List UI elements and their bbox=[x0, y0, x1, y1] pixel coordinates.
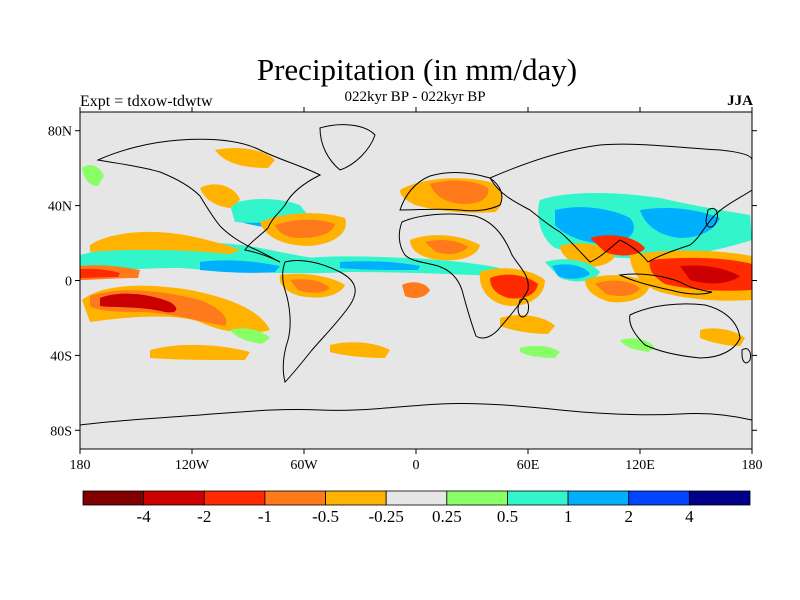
colorbar-swatch bbox=[688, 490, 751, 506]
anomaly-east-africa-dry2 bbox=[490, 274, 538, 299]
coast-africa bbox=[398, 213, 529, 339]
anomaly-canada-dry bbox=[215, 148, 275, 168]
lat-tick-label: 80N bbox=[48, 125, 72, 140]
anomaly-indian-ocean-wet2 bbox=[552, 264, 590, 279]
colorbar-label: -2 bbox=[197, 507, 211, 526]
coast-greenland bbox=[319, 124, 376, 171]
colorbar-label: 1 bbox=[564, 507, 573, 526]
anomaly-south-pacific-dry4 bbox=[150, 344, 250, 360]
coast-north-america bbox=[96, 138, 322, 263]
lat-tick-label: 40S bbox=[50, 349, 72, 364]
colorbar-label: -4 bbox=[137, 507, 152, 526]
coast-south-america bbox=[282, 259, 356, 383]
anomaly-green-fringe-2 bbox=[82, 165, 104, 186]
colorbar-label: -0.25 bbox=[368, 507, 403, 526]
anomaly-south-atlantic-dry bbox=[330, 342, 390, 358]
lon-tick-label: 60W bbox=[290, 458, 318, 473]
axis-ticks: 80N 40N 0 40S 80S 180 120W 60W 0 60E 120E 180 bbox=[48, 107, 763, 473]
coast-australia bbox=[629, 303, 741, 359]
anomaly-pacific-itcz-dry2 bbox=[80, 268, 120, 278]
anomaly-bay-bengal-dry bbox=[590, 235, 645, 256]
lon-tick-label: 0 bbox=[413, 458, 420, 473]
anomaly-amazon-dry2 bbox=[290, 279, 330, 293]
anomaly-north-pacific-dry bbox=[90, 231, 240, 254]
coast-europe bbox=[399, 171, 503, 212]
anomaly-asia-wet2 bbox=[555, 207, 634, 244]
coast-madagascar bbox=[517, 298, 529, 318]
colorbar-swatch bbox=[143, 490, 205, 506]
chart-subtitle: 022kyr BP - 022kyr BP bbox=[344, 89, 486, 105]
colorbar-label: -1 bbox=[258, 507, 272, 526]
experiment-label: Expt = tdxow-tdwtw bbox=[80, 93, 213, 110]
colorbar-swatch bbox=[567, 490, 630, 506]
colorbar-swatch bbox=[628, 490, 690, 506]
anomaly-south-pacific-dry3 bbox=[100, 293, 177, 313]
anomaly-atlantic-itcz-wet2 bbox=[340, 261, 420, 270]
anomaly-usa-dry bbox=[200, 184, 240, 208]
anomaly-green-fringe-1 bbox=[230, 328, 270, 344]
lon-tick-label: 120W bbox=[175, 458, 210, 473]
anomaly-asia-wet3 bbox=[640, 207, 720, 238]
anomaly-green-fringe-3 bbox=[520, 345, 560, 358]
anomaly-south-indian-dry bbox=[500, 315, 555, 334]
anomaly-green-fringe-4 bbox=[620, 338, 655, 352]
colorbar-label: 2 bbox=[624, 507, 633, 526]
colorbar-swatch bbox=[264, 490, 326, 506]
colorbar-label: 4 bbox=[685, 507, 694, 526]
coastlines bbox=[80, 124, 752, 426]
colorbar-swatch bbox=[82, 490, 145, 506]
colorbar-swatch bbox=[325, 490, 387, 506]
lat-tick-label: 0 bbox=[65, 275, 72, 290]
anomaly-west-africa-dry bbox=[402, 282, 430, 298]
anomaly-pacific-itcz-wet bbox=[80, 242, 350, 275]
lon-tick-label: 60E bbox=[517, 458, 540, 473]
colorbar-swatch bbox=[385, 490, 448, 506]
anomaly-europe-dry2 bbox=[430, 180, 489, 204]
colorbar: -4 -2 -1 -0.5 -0.25 0.25 0.5 1 2 4 bbox=[82, 490, 751, 526]
colorbar-label: -0.5 bbox=[312, 507, 339, 526]
anomaly-atlantic-dry2 bbox=[275, 219, 335, 238]
colorbar-swatch bbox=[507, 490, 569, 506]
coast-new-zealand bbox=[741, 348, 751, 364]
coast-indonesia bbox=[618, 273, 713, 295]
colorbar-label: 0.25 bbox=[432, 507, 462, 526]
lat-tick-label: 80S bbox=[50, 424, 72, 439]
anomaly-indian-ocean-dry2 bbox=[595, 280, 640, 296]
coast-antarctica bbox=[80, 402, 752, 426]
anomaly-west-pacific-dry3 bbox=[680, 265, 740, 284]
colorbar-swatch bbox=[446, 490, 508, 506]
anomaly-pacific-itcz-wet2 bbox=[200, 260, 280, 273]
anomaly-australia-dry bbox=[700, 328, 745, 346]
lon-tick-label: 120E bbox=[625, 458, 655, 473]
colorbar-label: 0.5 bbox=[497, 507, 518, 526]
coast-asia bbox=[489, 143, 752, 263]
precip-anomaly-field bbox=[80, 148, 752, 360]
lat-tick-label: 40N bbox=[48, 200, 72, 215]
colorbar-swatch bbox=[203, 490, 266, 506]
lon-tick-label: 180 bbox=[70, 458, 91, 473]
anomaly-sahel-dry2 bbox=[425, 239, 468, 255]
chart-title: Precipitation (in mm/day) bbox=[256, 52, 578, 87]
lon-tick-label: 180 bbox=[742, 458, 763, 473]
season-label: JJA bbox=[727, 93, 753, 109]
coast-japan bbox=[705, 207, 718, 228]
